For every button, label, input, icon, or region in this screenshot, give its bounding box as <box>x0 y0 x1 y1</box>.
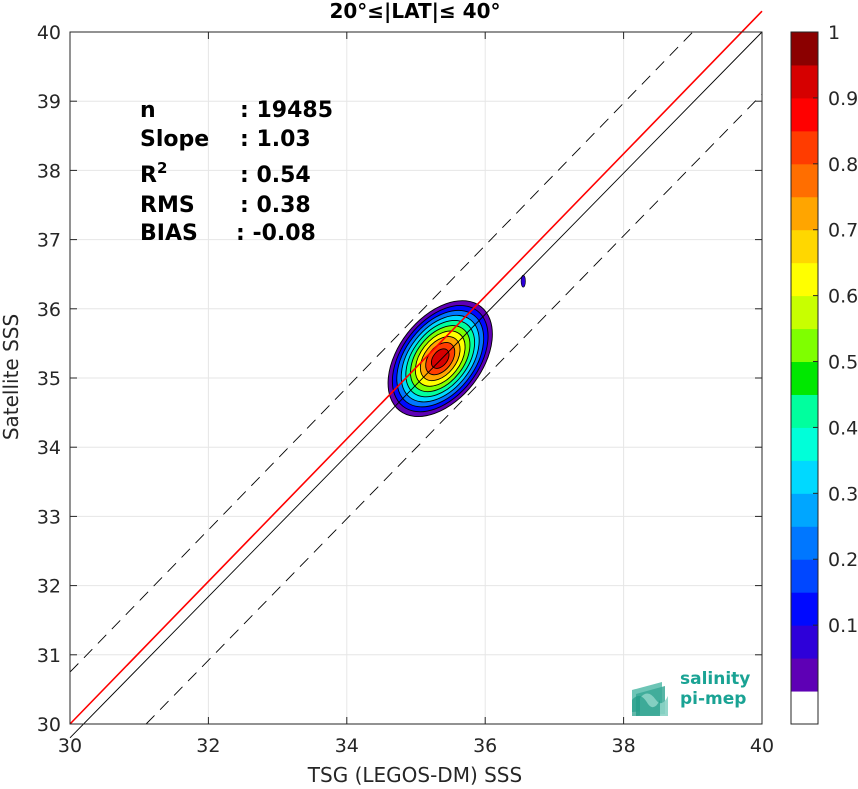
colorbar-segment <box>791 592 818 626</box>
colorbar-tick-label: 0.6 <box>828 286 858 308</box>
y-tick-label: 31 <box>37 645 61 667</box>
stat-label-superscript: 2 <box>157 159 167 177</box>
y-tick-label: 38 <box>37 160 61 182</box>
y-tick-label: 30 <box>37 714 61 736</box>
colorbar-segment <box>791 361 818 395</box>
logo-line2: pi-mep <box>680 689 746 709</box>
colorbar-segment <box>791 493 818 527</box>
x-tick-label: 30 <box>58 735 82 757</box>
lower-bound-dashed-line <box>145 93 763 725</box>
stat-value: : 19485 <box>240 98 333 123</box>
y-tick-label: 33 <box>37 506 61 528</box>
tick-labels: 30 32 34 36 38 40 30 31 32 33 34 35 36 37 38 39 40 <box>37 22 774 757</box>
colorbar-segment <box>791 691 818 725</box>
logo-waves-icon <box>632 682 668 716</box>
colorbar-segment <box>791 559 818 593</box>
colorbar-segment <box>791 460 818 494</box>
colorbar-tick-label: 0.1 <box>828 615 858 637</box>
y-tick-label: 40 <box>37 22 61 44</box>
x-tick-label: 36 <box>473 735 497 757</box>
x-tick-label: 38 <box>612 735 636 757</box>
colorbar-segment <box>791 328 818 363</box>
stat-label: RMS <box>140 193 195 218</box>
reference-lines <box>69 10 763 739</box>
axes <box>69 31 763 725</box>
y-tick-label: 39 <box>37 91 61 113</box>
colorbar-frame <box>790 31 819 725</box>
identity-line <box>69 31 763 739</box>
y-tick-label: 36 <box>37 299 61 321</box>
colorbar-tick-label: 0.3 <box>828 483 858 505</box>
colorbar: 0.1 0.2 0.3 0.4 0.5 0.6 0.7 0.8 0.9 1 <box>790 22 858 725</box>
stat-label: BIAS <box>140 221 198 246</box>
x-axis-label: TSG (LEGOS-DM) SSS <box>307 763 522 787</box>
colorbar-segment <box>791 526 818 560</box>
x-tick-label: 32 <box>196 735 220 757</box>
colorbar-segment <box>791 229 818 264</box>
stat-label: Slope <box>140 127 209 152</box>
colorbar-segment <box>791 262 818 297</box>
colorbar-tick-label: 0.2 <box>828 549 858 571</box>
colorbar-segment <box>791 64 818 99</box>
colorbar-segment <box>791 625 818 659</box>
chart-title: 20°≤|LAT|≤ 40° <box>329 0 500 23</box>
stat-value: : -0.08 <box>236 221 316 246</box>
colorbar-tick-label: 0.7 <box>828 220 858 242</box>
colorbar-segment <box>791 32 818 66</box>
y-tick-label: 32 <box>37 576 61 598</box>
colorbar-segment <box>791 295 818 330</box>
stat-value: : 0.54 <box>240 163 311 188</box>
upper-bound-dashed-line <box>69 31 694 673</box>
stat-value: : 0.38 <box>240 193 311 218</box>
x-tick-label: 34 <box>335 735 359 757</box>
regression-line <box>69 10 763 725</box>
y-axis-label: Satellite SSS <box>0 314 23 440</box>
colorbar-segment <box>791 97 818 132</box>
colorbar-tick-label: 0.4 <box>828 417 858 439</box>
colorbar-segment <box>791 427 818 461</box>
stat-label: n <box>140 98 156 123</box>
salinity-pi-mep-logo: salinity pi-mep <box>632 669 750 716</box>
colorbar-tick-label: 0.5 <box>828 352 858 374</box>
colorbar-segment <box>791 163 818 198</box>
colorbar-segment <box>791 130 818 165</box>
colorbar-tick-label: 0.9 <box>828 88 858 110</box>
colorbar-segment <box>791 394 818 428</box>
colorbar-segment <box>791 658 818 692</box>
colorbar-tick-label: 0.8 <box>828 154 858 176</box>
stat-value: : 1.03 <box>240 127 311 152</box>
logo-line1: salinity <box>680 669 750 689</box>
y-tick-label: 35 <box>37 368 61 390</box>
y-tick-label: 34 <box>37 437 61 459</box>
colorbar-tick-label: 1 <box>828 22 840 44</box>
x-tick-label: 40 <box>750 735 774 757</box>
y-tick-label: 37 <box>37 230 61 252</box>
colorbar-segment <box>791 196 818 231</box>
